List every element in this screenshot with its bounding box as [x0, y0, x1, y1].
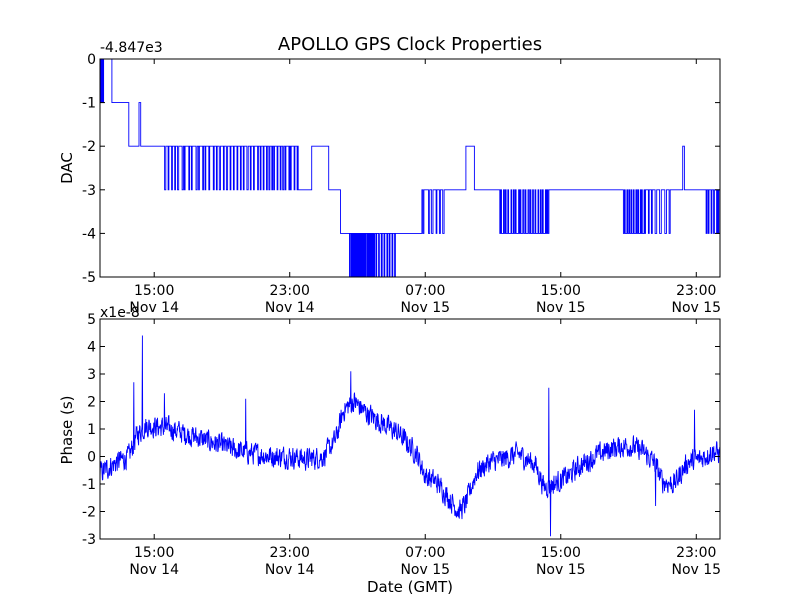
- phase-offset-label: x1e-8: [100, 305, 140, 321]
- phase-ylabel: Phase (s): [58, 395, 76, 464]
- phase-plot-area: [99, 335, 721, 537]
- y-tick-label: 4: [87, 340, 96, 356]
- phase-series-line: [99, 335, 721, 537]
- x-tick-date-label: Nov 15: [536, 562, 586, 578]
- y-tick-label: -2: [82, 505, 96, 521]
- x-tick-time-label: 23:00: [676, 545, 716, 561]
- x-tick-time-label: 15:00: [134, 545, 174, 561]
- x-tick-date-label: Nov 15: [536, 300, 586, 316]
- y-tick-label: -1: [82, 96, 96, 112]
- x-tick-date-label: Nov 15: [400, 300, 450, 316]
- x-tick-time-label: 15:00: [134, 283, 174, 299]
- phase-axes-frame: [99, 318, 721, 540]
- y-tick-label: -3: [82, 183, 96, 199]
- dac-plot-area: [99, 58, 720, 278]
- x-tick-date-label: Nov 15: [400, 562, 450, 578]
- dac-series-line: [99, 58, 720, 278]
- x-axis-label: Date (GMT): [367, 578, 453, 596]
- chart-title: APOLLO GPS Clock Properties: [278, 34, 542, 55]
- x-tick-date-label: Nov 15: [671, 562, 721, 578]
- y-tick-label: -3: [82, 532, 96, 548]
- x-tick-date-label: Nov 14: [265, 562, 315, 578]
- y-tick-label: -4: [82, 226, 96, 242]
- x-tick-time-label: 15:00: [541, 545, 581, 561]
- x-tick-date-label: Nov 14: [265, 300, 315, 316]
- y-tick-label: -2: [82, 139, 96, 155]
- dac-offset-label: -4.847e3: [100, 40, 163, 56]
- y-tick-label: 3: [87, 367, 96, 383]
- y-tick-label: 2: [87, 395, 96, 411]
- x-tick-time-label: 23:00: [676, 283, 716, 299]
- x-tick-date-label: Nov 15: [671, 300, 721, 316]
- x-tick-date-label: Nov 14: [129, 300, 179, 316]
- y-tick-label: -5: [82, 270, 96, 286]
- x-tick-date-label: Nov 14: [129, 562, 179, 578]
- x-tick-time-label: 15:00: [541, 283, 581, 299]
- x-tick-time-label: 07:00: [405, 545, 445, 561]
- x-tick-time-label: 23:00: [270, 283, 310, 299]
- x-tick-time-label: 23:00: [270, 545, 310, 561]
- y-tick-label: -1: [82, 477, 96, 493]
- y-tick-label: 0: [87, 450, 96, 466]
- dac-ylabel: DAC: [58, 152, 76, 184]
- y-tick-label: 1: [87, 422, 96, 438]
- y-tick-label: 5: [87, 312, 96, 328]
- x-tick-time-label: 07:00: [405, 283, 445, 299]
- y-tick-label: 0: [87, 52, 96, 68]
- dac-axes-frame: [99, 58, 721, 278]
